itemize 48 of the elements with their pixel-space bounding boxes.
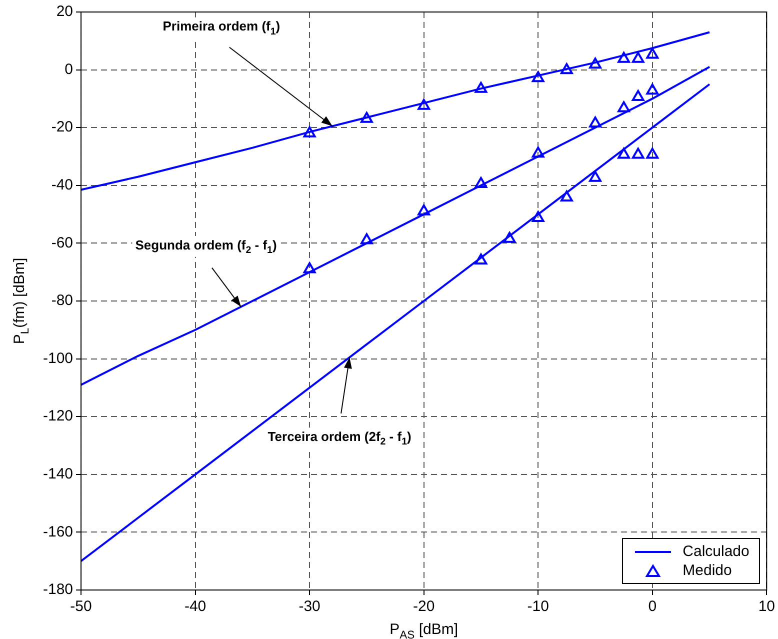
point: [632, 148, 644, 159]
x-tick-label: -20: [412, 598, 435, 616]
legend-label: Medido: [682, 562, 732, 579]
y-tick-label: -120: [42, 408, 74, 425]
point: [418, 204, 430, 216]
point: [303, 126, 316, 138]
point: [589, 170, 602, 182]
point: [646, 48, 659, 59]
x-tick-label: -50: [70, 598, 92, 616]
point: [618, 148, 630, 159]
y-tick-label: -60: [51, 234, 74, 252]
y-axis-title: PL(fm) [dBm]: [11, 258, 32, 344]
x-tick-label: -40: [184, 598, 206, 616]
point: [646, 148, 659, 159]
y-tick-label: -80: [51, 292, 74, 310]
point: [618, 101, 630, 112]
point: [646, 84, 659, 95]
point: [589, 116, 602, 128]
point: [632, 52, 644, 63]
y-tick-label: -160: [42, 523, 74, 540]
y-tick-label: -100: [42, 350, 74, 367]
point: [503, 232, 516, 243]
point: [618, 52, 630, 63]
point: [360, 112, 373, 123]
y-tick-label: -40: [51, 176, 74, 194]
y-tick-label: 0: [64, 60, 74, 78]
point: [474, 82, 488, 93]
x-tick-label: 10: [758, 598, 775, 616]
point: [560, 190, 573, 202]
point: [474, 254, 488, 265]
x-tick-label: 0: [648, 598, 657, 616]
point: [532, 146, 544, 158]
point: [303, 262, 316, 274]
point: [560, 63, 573, 74]
y-tick-label: -20: [51, 118, 74, 136]
point: [532, 211, 544, 222]
y-tick-label: -180: [42, 581, 74, 598]
x-tick-label: -30: [298, 598, 320, 616]
y-tick-label: 20: [56, 3, 74, 20]
x-tick-label: -10: [527, 598, 549, 616]
point: [474, 176, 488, 188]
point: [532, 71, 544, 82]
point: [632, 90, 644, 101]
y-tick-label: -140: [42, 466, 74, 483]
point: [589, 58, 602, 69]
legend-label: Calculado: [682, 543, 750, 560]
point: [418, 98, 430, 110]
point: [360, 233, 373, 244]
